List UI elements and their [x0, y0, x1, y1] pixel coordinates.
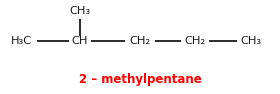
Text: 2 – methylpentane: 2 – methylpentane	[79, 73, 201, 86]
Text: CH₃: CH₃	[240, 36, 261, 46]
Text: CH₂: CH₂	[184, 36, 205, 46]
Text: CH₃: CH₃	[69, 6, 90, 16]
Text: CH: CH	[72, 36, 88, 46]
Text: CH₂: CH₂	[129, 36, 151, 46]
Text: H₃C: H₃C	[10, 36, 32, 46]
